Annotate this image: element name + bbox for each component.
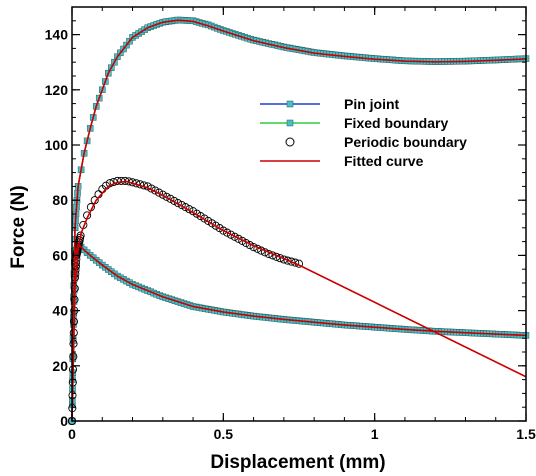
x-tick-label: 1 — [371, 426, 379, 442]
data-point — [226, 230, 235, 239]
legend-marker — [286, 100, 294, 108]
series-layer — [67, 16, 530, 426]
legend-label: Periodic boundary — [344, 134, 467, 150]
y-axis-title: Force (N) — [8, 185, 29, 268]
data-point — [105, 179, 114, 188]
series-line — [71, 180, 527, 422]
data-point — [283, 256, 292, 265]
data-point — [120, 176, 130, 185]
data-point — [234, 234, 243, 243]
y-tick-label: 0 — [60, 413, 68, 429]
legend: Pin joint Fixed boundary Periodic boundary… — [260, 96, 467, 169]
plot-border — [71, 6, 527, 422]
data-point — [219, 226, 228, 235]
y-tick-label: 40 — [52, 303, 68, 319]
fitted-curve-line — [71, 243, 527, 422]
series-fitted-extra-4 — [71, 19, 527, 422]
data-point — [223, 228, 232, 237]
y-tick-label: 140 — [45, 27, 69, 43]
y-tick-label: 80 — [52, 192, 68, 208]
fitted-curve-line — [71, 180, 527, 422]
data-point — [230, 232, 239, 241]
data-point — [162, 192, 171, 201]
data-point — [287, 257, 296, 266]
legend-item-pin-joint: Pin joint — [260, 96, 400, 112]
y-tick-label: 120 — [45, 82, 69, 98]
legend-label: Fixed boundary — [344, 115, 448, 131]
legend-label: Pin joint — [344, 96, 400, 112]
data-point — [154, 188, 164, 197]
series-line — [71, 19, 527, 422]
series-line — [71, 19, 527, 422]
x-tick-label: 0 — [68, 426, 76, 442]
axis-ticks: 0 0.5 1 1.5 0 20 40 60 80 100 120 140 — [45, 6, 536, 442]
fitted-curve-line — [71, 19, 527, 422]
series-fitted-curve — [71, 180, 527, 422]
legend-marker — [285, 137, 295, 147]
legend-marker — [286, 119, 294, 127]
data-point — [173, 198, 182, 208]
x-axis-title: Displacement (mm) — [210, 452, 385, 473]
x-tick-label: 0.5 — [214, 426, 234, 442]
y-tick-label: 20 — [52, 358, 68, 374]
legend-item-fixed-boundary: Fixed boundary — [260, 115, 448, 131]
y-tick-label: 100 — [45, 137, 69, 153]
data-point — [158, 190, 167, 199]
series-fixed-boundary — [68, 16, 530, 425]
legend-item-periodic-boundary: Periodic boundary — [285, 134, 467, 150]
legend-label: Fitted curve — [344, 153, 424, 169]
legend-item-fitted-curve: Fitted curve — [260, 153, 424, 169]
x-tick-label: 1.5 — [516, 426, 536, 442]
data-point — [166, 194, 175, 203]
plot-frame — [71, 6, 527, 422]
data-point — [181, 203, 190, 212]
y-tick-label: 60 — [52, 247, 68, 263]
data-point — [177, 200, 186, 210]
